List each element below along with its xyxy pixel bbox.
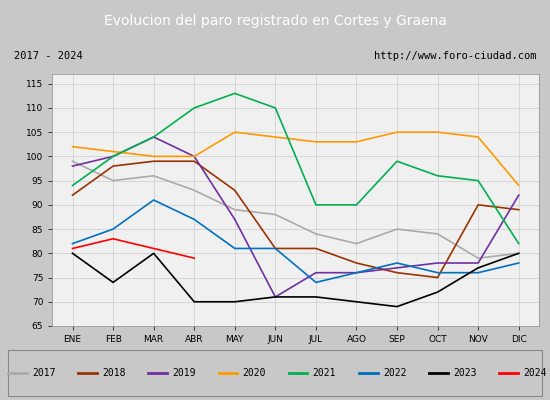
Text: 2017 - 2024: 2017 - 2024 (14, 51, 82, 61)
Text: 2019: 2019 (173, 368, 196, 378)
Text: http://www.foro-ciudad.com: http://www.foro-ciudad.com (374, 51, 536, 61)
Text: 2021: 2021 (313, 368, 336, 378)
Text: 2017: 2017 (32, 368, 56, 378)
Text: 2022: 2022 (383, 368, 406, 378)
Text: 2020: 2020 (243, 368, 266, 378)
Text: 2018: 2018 (102, 368, 126, 378)
Text: Evolucion del paro registrado en Cortes y Graena: Evolucion del paro registrado en Cortes … (103, 14, 447, 28)
Text: 2023: 2023 (453, 368, 476, 378)
Text: 2024: 2024 (523, 368, 547, 378)
